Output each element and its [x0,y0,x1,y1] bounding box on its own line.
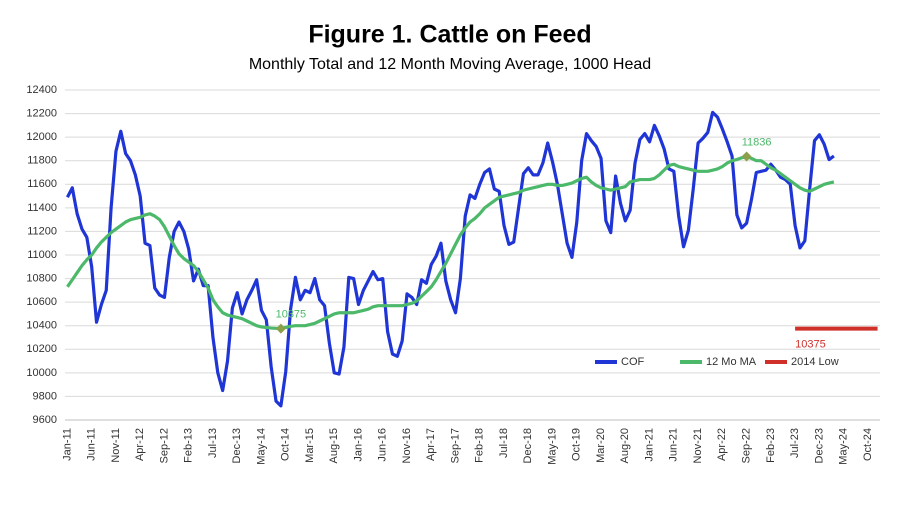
x-tick-label: Feb-13 [183,428,195,463]
x-tick-label: Mar-20 [595,428,607,463]
x-tick-label: Nov-21 [692,428,704,463]
x-tick-label: Nov-11 [110,428,122,463]
y-tick-label: 9800 [33,390,57,402]
data-label: 11836 [742,136,772,148]
y-tick-label: 10400 [26,320,57,332]
x-tick-label: Apr-12 [134,428,146,461]
x-tick-label: Dec-23 [813,428,825,463]
point-marker [275,323,286,334]
x-tick-label: Sep-22 [740,428,752,463]
series-line [66,110,835,408]
x-tick-label: Jan-21 [643,428,655,462]
x-tick-label: Dec-13 [231,428,243,463]
y-tick-label: 10600 [26,296,57,308]
x-tick-label: Apr-22 [716,428,728,461]
y-tick-label: 12000 [26,131,57,143]
x-tick-label: Nov-16 [401,428,413,463]
y-tick-label: 11800 [27,155,57,167]
x-tick-label: Jan-11 [61,428,73,461]
series-line [66,154,835,331]
x-tick-label: Oct-24 [862,428,874,461]
y-tick-label: 9600 [33,414,57,426]
y-tick-label: 11600 [27,178,57,190]
legend-label: 12 Mo MA [706,356,757,368]
y-tick-label: 10000 [26,367,57,379]
point-marker [741,151,752,162]
chart-subtitle: Monthly Total and 12 Month Moving Averag… [249,56,651,73]
y-tick-label: 10200 [26,343,57,355]
x-tick-label: Jul-23 [789,428,801,458]
x-tick-label: Jul-13 [207,428,219,458]
x-tick-label: Sep-12 [158,428,170,463]
x-tick-label: Jun-11 [86,428,98,461]
x-tick-label: Jun-16 [377,428,389,462]
y-tick-label: 10800 [26,272,57,284]
chart-title: Figure 1. Cattle on Feed [308,21,591,49]
y-tick-label: 12400 [26,84,57,96]
x-tick-label: Mar-15 [304,428,316,463]
y-tick-label: 12200 [26,107,57,119]
x-tick-label: May-14 [255,428,267,465]
x-tick-label: Dec-18 [522,428,534,463]
x-tick-label: Jan-16 [352,428,364,462]
x-tick-label: Feb-18 [474,428,486,463]
x-tick-label: Feb-23 [765,428,777,463]
x-tick-label: Oct-14 [280,428,292,461]
legend-label: 2014 Low [791,356,839,368]
x-tick-label: Aug-15 [328,428,340,463]
legend-label: COF [621,356,645,368]
x-tick-label: Oct-19 [571,428,583,461]
x-tick-label: May-19 [546,428,558,465]
y-tick-label: 11200 [27,225,57,237]
x-tick-label: Jul-18 [498,428,510,458]
y-tick-label: 11000 [27,249,57,261]
x-tick-label: Apr-17 [425,428,437,461]
x-tick-label: May-24 [838,428,850,465]
x-tick-label: Jun-21 [668,428,680,462]
data-label: 10375 [795,339,826,351]
x-tick-label: Aug-20 [619,428,631,463]
x-tick-label: Sep-17 [449,428,461,463]
data-label: 10375 [276,309,307,321]
y-tick-label: 11400 [27,202,57,214]
